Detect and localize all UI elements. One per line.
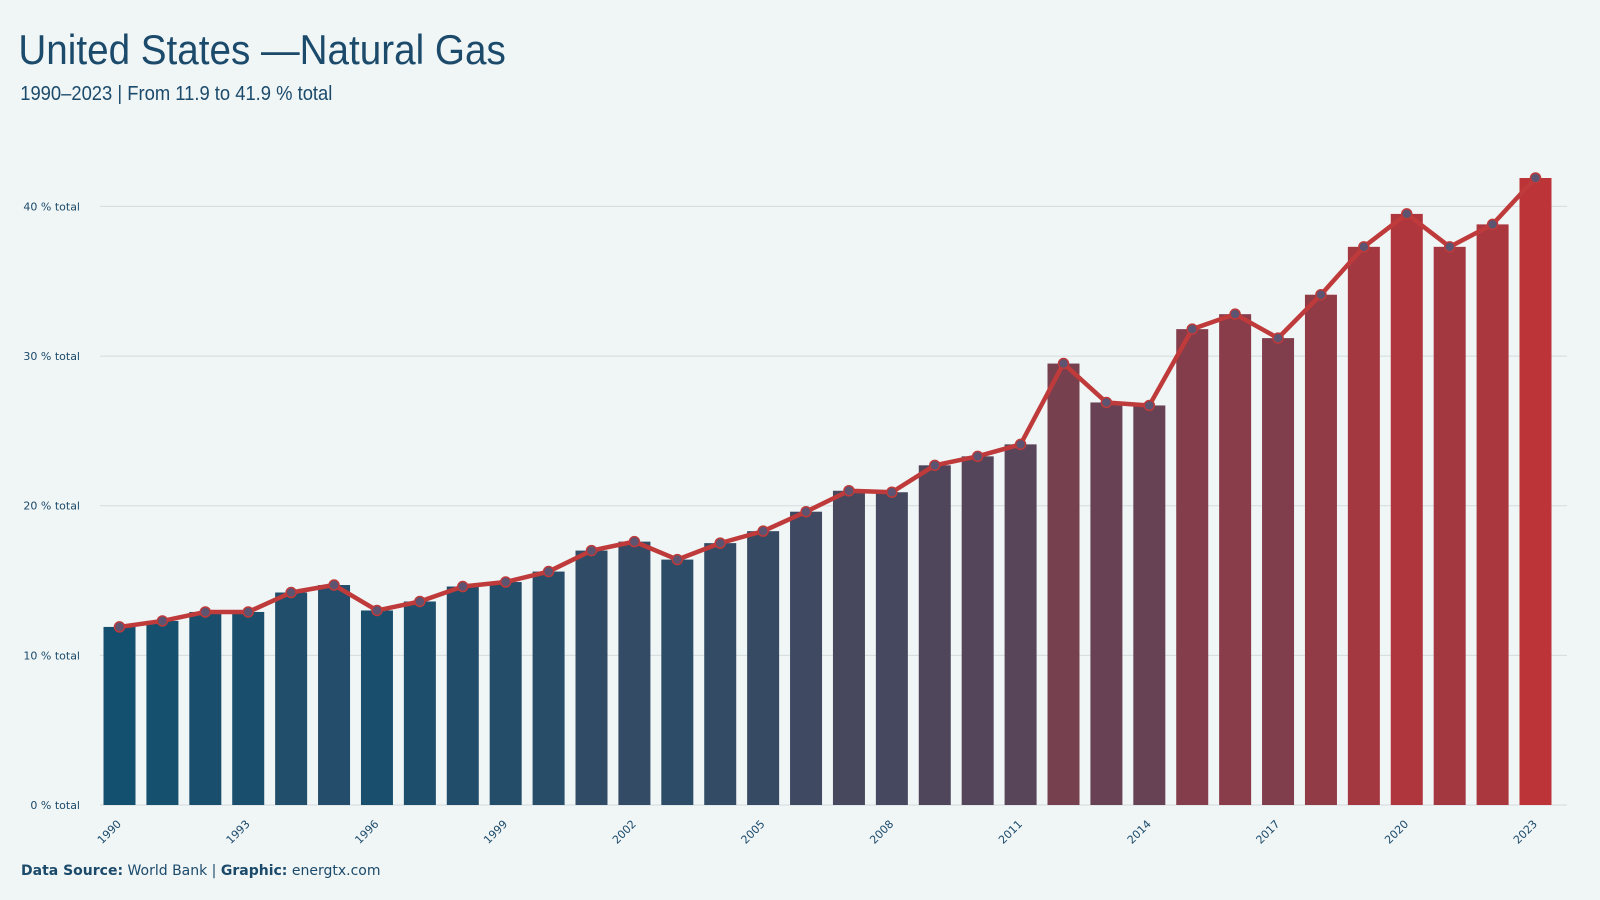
marker <box>1014 438 1027 451</box>
bar <box>1304 294 1337 805</box>
bar <box>661 559 694 805</box>
bar <box>918 465 951 805</box>
bar <box>318 585 351 805</box>
bar <box>1176 329 1209 805</box>
marker <box>585 544 598 557</box>
bar <box>575 550 608 805</box>
marker <box>1358 241 1370 253</box>
bar <box>832 490 865 805</box>
bar <box>704 543 737 805</box>
footer: Data Source: World Bank | Graphic: energ… <box>21 863 380 879</box>
bar <box>532 571 565 805</box>
marker <box>199 606 212 618</box>
marker <box>1229 308 1241 320</box>
marker <box>1186 323 1198 335</box>
bar <box>189 611 222 805</box>
bar <box>1519 178 1552 805</box>
bar <box>403 601 436 805</box>
marker <box>542 565 555 578</box>
bar <box>1390 213 1423 806</box>
bar <box>1262 338 1295 805</box>
graphic-label: Graphic: <box>221 863 288 879</box>
y-tick-label: 20 % total <box>23 500 80 513</box>
marker <box>1315 288 1327 301</box>
marker <box>457 580 469 593</box>
bar <box>875 492 908 805</box>
y-tick-label: 0 % total <box>30 799 80 812</box>
bar <box>232 611 265 805</box>
marker <box>971 450 984 463</box>
y-tick-label: 40 % total <box>23 200 80 213</box>
marker <box>628 535 641 548</box>
marker <box>242 606 254 618</box>
bar <box>618 541 651 805</box>
chart-title: United States —Natural Gas <box>18 25 505 73</box>
marker <box>1529 172 1542 184</box>
marker <box>1401 208 1413 220</box>
marker <box>757 525 769 537</box>
graphic: energtx.com <box>292 863 381 879</box>
marker <box>371 604 383 617</box>
bar <box>446 586 479 805</box>
bar <box>1433 246 1466 805</box>
source: World Bank | <box>128 863 217 879</box>
source-label: Data Source: <box>21 863 123 879</box>
marker <box>285 586 297 599</box>
marker <box>328 579 340 591</box>
bar <box>790 511 823 805</box>
bar <box>1219 314 1252 805</box>
marker <box>1100 396 1113 409</box>
bar <box>360 610 393 805</box>
marker <box>414 595 426 608</box>
bar <box>489 582 522 805</box>
bar <box>961 456 994 805</box>
bar <box>1347 246 1380 805</box>
bar <box>275 592 308 805</box>
bar <box>1004 444 1037 805</box>
marker <box>1057 357 1070 370</box>
bar <box>1476 224 1509 805</box>
bar <box>1090 402 1123 805</box>
marker <box>156 615 169 627</box>
bar <box>747 531 780 805</box>
y-tick-label: 30 % total <box>23 350 80 363</box>
marker <box>843 485 855 497</box>
line <box>119 176 1538 630</box>
marker <box>886 486 898 498</box>
y-tick-label: 10 % total <box>23 649 80 662</box>
bar <box>146 620 179 805</box>
marker <box>1443 241 1456 253</box>
marker <box>1272 332 1284 344</box>
bar <box>1133 405 1166 805</box>
marker <box>714 537 726 549</box>
marker <box>1486 218 1499 231</box>
marker <box>929 459 941 472</box>
marker <box>671 553 684 566</box>
bar <box>1047 363 1080 805</box>
bar <box>103 626 136 805</box>
marker <box>1143 399 1156 412</box>
chart-subtitle: 1990–2023 | From 11.9 to 41.9 % total <box>20 83 332 105</box>
marker <box>113 621 126 633</box>
marker <box>800 505 812 518</box>
marker <box>499 576 512 588</box>
